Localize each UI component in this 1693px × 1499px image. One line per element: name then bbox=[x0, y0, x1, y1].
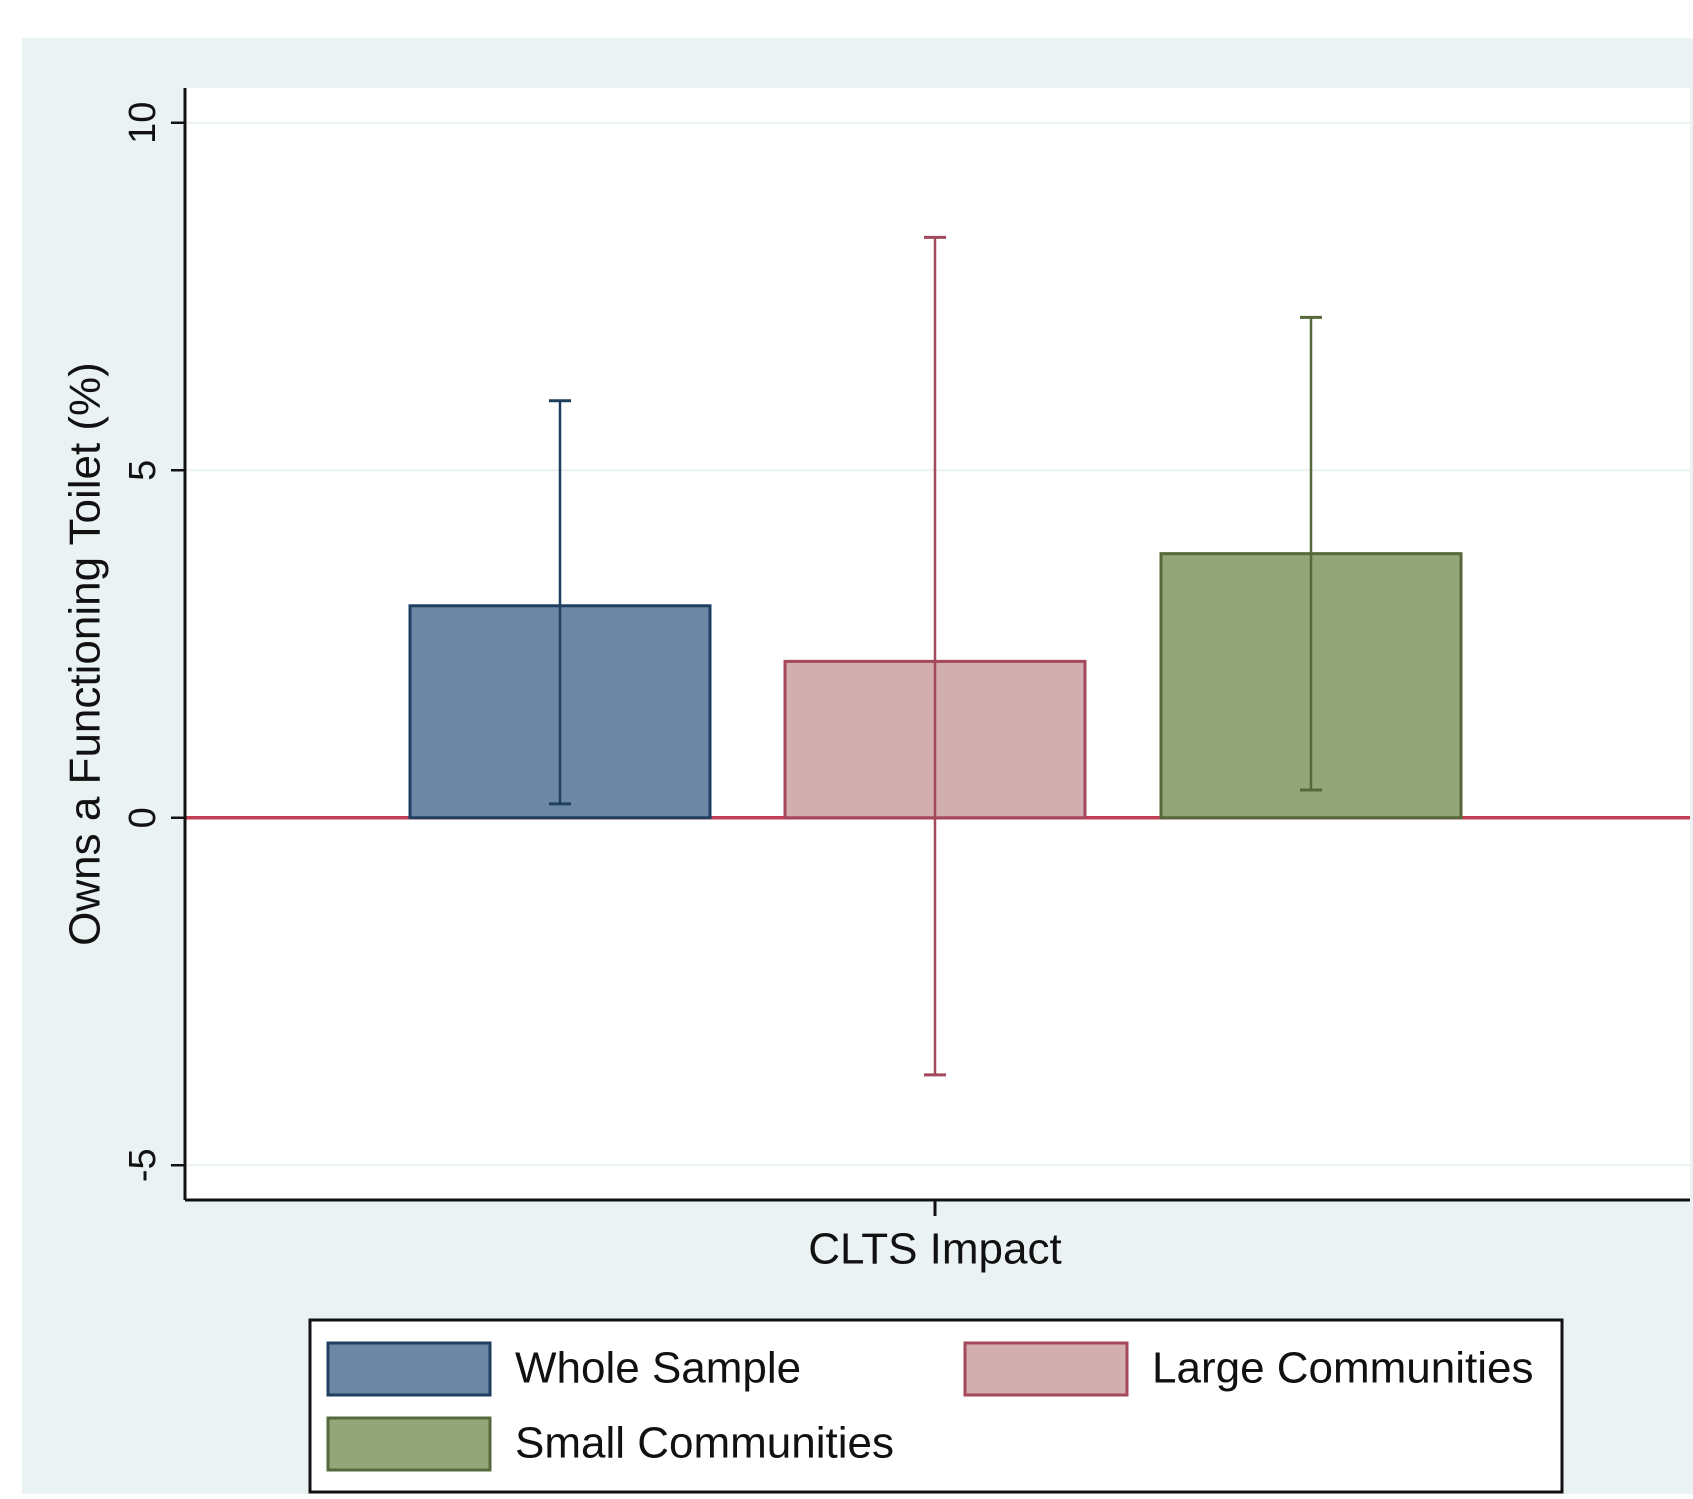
error-bar-whole-sample bbox=[549, 399, 571, 806]
legend-box bbox=[308, 1318, 1564, 1494]
y-tick-label: -5 bbox=[122, 1148, 164, 1182]
legend-item-small-communities: Small Communities bbox=[326, 1416, 894, 1472]
y-tick-label: 10 bbox=[122, 102, 164, 144]
legend-item-large-communities: Large Communities bbox=[963, 1341, 1534, 1397]
error-bars bbox=[549, 235, 1322, 1077]
legend-label: Whole Sample bbox=[515, 1344, 801, 1393]
error-bar-small-communities bbox=[1300, 315, 1322, 792]
y-axis-ticks: -5 0 5 10 bbox=[122, 102, 185, 1182]
x-axis-title: CLTS Impact bbox=[808, 1225, 1061, 1274]
y-tick-label: 5 bbox=[122, 460, 164, 481]
legend-swatch bbox=[963, 1341, 1129, 1397]
legend: Whole Sample Large Communities Small Commu… bbox=[308, 1318, 1564, 1494]
axes bbox=[183, 88, 1690, 1216]
error-bar-large-communities bbox=[924, 235, 946, 1077]
legend-label: Large Communities bbox=[1152, 1344, 1534, 1393]
legend-item-whole-sample: Whole Sample bbox=[326, 1341, 801, 1397]
y-axis-title: Owns a Functioning Toilet (%) bbox=[61, 362, 110, 946]
y-tick-label: 0 bbox=[122, 807, 164, 828]
legend-swatch bbox=[326, 1341, 492, 1397]
legend-label: Small Communities bbox=[515, 1419, 894, 1468]
legend-swatch bbox=[326, 1416, 492, 1472]
